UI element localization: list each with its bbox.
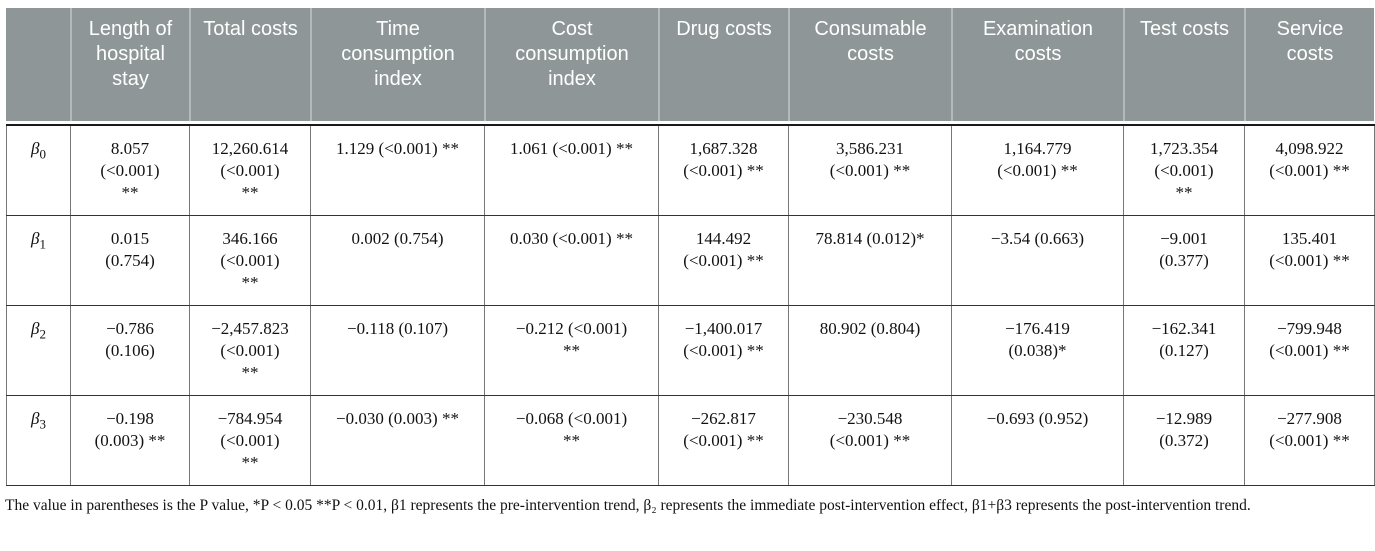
table-cell: 0.002 (0.754) <box>310 215 485 306</box>
table-cell: −784.954 (<0.001) ** <box>189 395 311 486</box>
row-label-beta0: β0 <box>6 125 71 216</box>
table-cell: 3,586.231 (<0.001) ** <box>788 125 952 216</box>
header-row: Length of hospital stay Total costs Time… <box>6 8 1374 121</box>
table-cell: 1.129 (<0.001) ** <box>310 125 485 216</box>
table-cell: −162.341 (0.127) <box>1123 305 1245 396</box>
table-cell: −1,400.017 (<0.001) ** <box>658 305 789 396</box>
beta-symbol: β <box>31 408 40 428</box>
table-cell: −0.212 (<0.001) ** <box>484 305 659 396</box>
beta-subscript: 2 <box>39 325 46 341</box>
table-cell: −0.786 (0.106) <box>70 305 190 396</box>
table-cell: 135.401 (<0.001) ** <box>1244 215 1375 306</box>
header-cell-test-costs: Test costs <box>1123 8 1244 121</box>
table-cell: 1,723.354 (<0.001) ** <box>1123 125 1245 216</box>
header-cell-examination-costs: Examination costs <box>951 8 1123 121</box>
header-cell-total-costs: Total costs <box>189 8 310 121</box>
table-cell: −0.068 (<0.001) ** <box>484 395 659 486</box>
header-cell-cost-consumption-index: Cost consumption index <box>484 8 658 121</box>
table-cell: 1.061 (<0.001) ** <box>484 125 659 216</box>
beta-subscript: 1 <box>39 235 46 251</box>
row-label-beta1: β1 <box>6 215 71 306</box>
table-cell: −3.54 (0.663) <box>951 215 1124 306</box>
table-cell: 78.814 (0.012)* <box>788 215 952 306</box>
table-cell: −230.548 (<0.001) ** <box>788 395 952 486</box>
header-cell-drug-costs: Drug costs <box>658 8 788 121</box>
beta-subscript: 0 <box>39 146 46 162</box>
table-cell: 8.057 (<0.001) ** <box>70 125 190 216</box>
table-cell: −0.030 (0.003) ** <box>310 395 485 486</box>
table-header: Length of hospital stay Total costs Time… <box>6 8 1374 121</box>
table-cell: −0.118 (0.107) <box>310 305 485 396</box>
table-cell: 0.015 (0.754) <box>70 215 190 306</box>
table-row-beta0: β0 8.057 (<0.001) ** 12,260.614 (<0.001)… <box>6 125 1375 216</box>
table-cell: 0.030 (<0.001) ** <box>484 215 659 306</box>
table-cell: 4,098.922 (<0.001) ** <box>1244 125 1375 216</box>
header-cell-blank <box>6 8 70 121</box>
beta-symbol: β <box>31 139 40 158</box>
table-cell: 80.902 (0.804) <box>788 305 952 396</box>
table-row-beta2: β2 −0.786 (0.106) −2,457.823 (<0.001) **… <box>6 305 1375 396</box>
table-cell: −12.989 (0.372) <box>1123 395 1245 486</box>
regression-table: Length of hospital stay Total costs Time… <box>6 8 1375 486</box>
table-row-beta1: β1 0.015 (0.754) 346.166 (<0.001) ** 0.0… <box>6 215 1375 306</box>
header-cell-time-consumption-index: Time consumption index <box>310 8 484 121</box>
header-cell-length-of-hospital-stay: Length of hospital stay <box>70 8 189 121</box>
table-cell: 12,260.614 (<0.001) ** <box>189 125 311 216</box>
header-cell-consumable-costs: Consumable costs <box>788 8 951 121</box>
table-cell: −176.419 (0.038)* <box>951 305 1124 396</box>
row-label-beta3: β3 <box>6 395 71 486</box>
table-cell: 144.492 (<0.001) ** <box>658 215 789 306</box>
table-cell: −277.908 (<0.001) ** <box>1244 395 1375 486</box>
table-cell: 1,164.779 (<0.001) ** <box>951 125 1124 216</box>
table-cell: −0.693 (0.952) <box>951 395 1124 486</box>
table-cell: −799.948 (<0.001) ** <box>1244 305 1375 396</box>
table-cell: −2,457.823 (<0.001) ** <box>189 305 311 396</box>
table-cell: 346.166 (<0.001) ** <box>189 215 311 306</box>
table-cell: 1,687.328 (<0.001) ** <box>658 125 789 216</box>
table-row-beta3: β3 −0.198 (0.003) ** −784.954 (<0.001) *… <box>6 395 1375 486</box>
table-cell: −0.198 (0.003) ** <box>70 395 190 486</box>
header-cell-service-costs: Service costs <box>1244 8 1374 121</box>
beta-subscript: 3 <box>39 415 46 431</box>
beta-symbol: β <box>31 318 40 338</box>
table-cell: −262.817 (<0.001) ** <box>658 395 789 486</box>
table-footnote: The value in parentheses is the P value,… <box>5 496 1251 514</box>
beta-symbol: β <box>31 228 40 248</box>
row-label-beta2: β2 <box>6 305 71 396</box>
table-cell: −9.001 (0.377) <box>1123 215 1245 306</box>
table-body: β0 8.057 (<0.001) ** 12,260.614 (<0.001)… <box>6 124 1375 486</box>
